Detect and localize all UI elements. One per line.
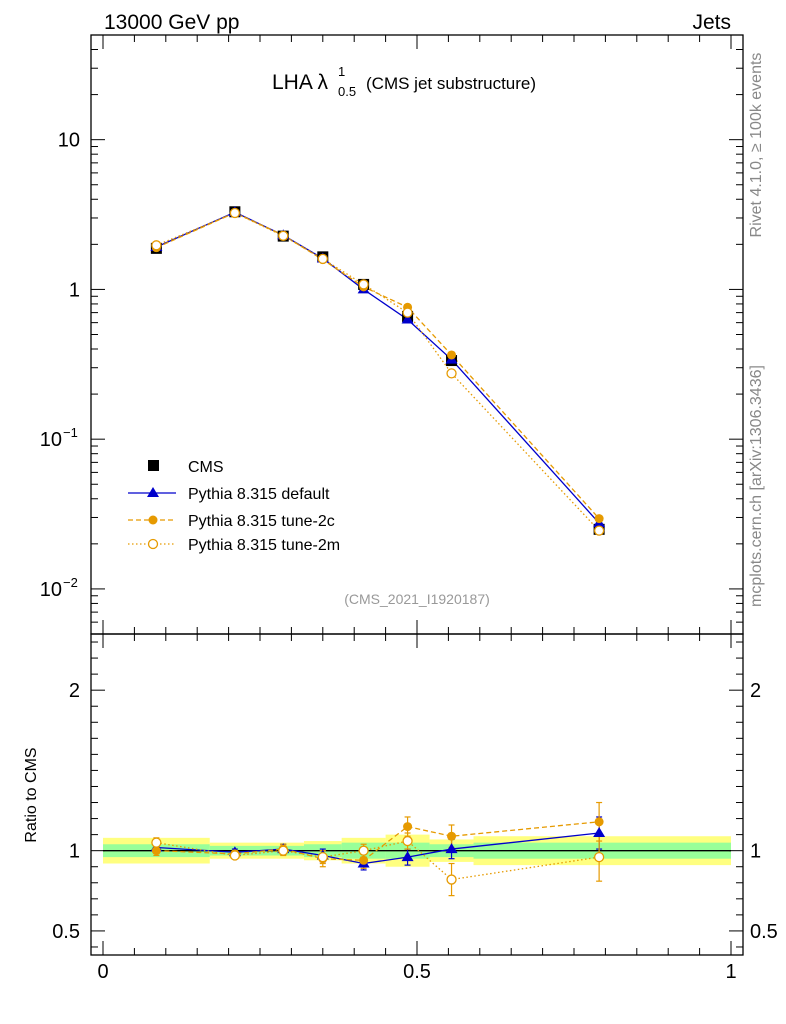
ratio-point-tune2m [593,851,605,863]
main-point-tune2m [151,240,162,251]
ratio-point-tune2m [446,874,457,885]
legend-marker-default [147,487,159,497]
header-process: 13000 GeV pp [104,11,239,34]
main-point-tune2m [229,207,241,219]
ratio-point-tune2c [359,855,369,865]
main-ytick-label-exp: −2 [63,575,78,590]
ratio-point-tune2c [594,817,604,827]
legend-label-tune2c: Pythia 8.315 tune-2c [188,513,335,530]
main-point-default [401,313,414,324]
ratio-point-default [445,843,458,854]
main-title: LHA λ 1 0.5 (CMS jet substructure) [272,64,536,99]
ratio-point-tune2m [317,851,328,863]
main-ytick-label: 10 [40,579,62,601]
ratio-point-tune2c [403,822,413,832]
main-point-tune2c [447,350,457,360]
legend-marker-cms [148,460,159,471]
ratio-ytick-label-right: 2 [750,680,761,702]
main-point-tune2m [446,368,457,379]
legend-entry-tune2c: Pythia 8.315 tune-2c [128,513,335,530]
ratio-frame [90,633,744,956]
main-point-tune2m [593,525,605,536]
ratio-point-tune2m [278,845,289,856]
ratio-point-tune2m [402,835,413,847]
legend: CMS Pythia 8.315 default Pythia 8.315 tu… [128,459,340,554]
ratio-point-default [401,851,414,862]
main-point-tune2m [317,253,328,265]
xtick-label: 0.5 [403,961,431,983]
main-ytick-label: 10 [58,130,80,152]
main-point-tune2m [278,230,289,241]
main-ytick-label-exp: −1 [63,425,78,440]
ratio-ylabel: Ratio to CMS [23,747,40,842]
main-ytick-label: 1 [69,279,80,301]
ratio-point-tune2c [151,846,161,856]
ratio-point-tune2m [229,850,241,861]
main-line-default [156,211,600,524]
ratio-ytick-label-right: 1 [750,841,761,863]
rivet-version: Rivet 4.1.0, ≥ 100k events [748,53,765,238]
legend-entry-cms: CMS [148,459,224,476]
mcplots-url: mcplots.cern.ch [arXiv:1306.3436] [748,365,765,607]
ratio-point-default [593,827,606,838]
main-point-tune2m [402,307,413,318]
ratio-ytick-label-right: 0.5 [750,921,778,943]
title-sub: 0.5 [338,84,356,99]
ratio-ytick-label-left: 2 [69,680,80,702]
legend-marker-tune2c [148,515,158,525]
legend-entry-default: Pythia 8.315 default [128,486,330,503]
ratio-point-tune2m [151,837,162,848]
header-category: Jets [692,11,731,34]
main-line-tune2c [156,212,600,520]
ratio-ytick-label-left: 1 [69,841,80,863]
ratio-line-tune2c [156,821,600,861]
legend-entry-tune2m: Pythia 8.315 tune-2m [128,537,340,554]
title-sup: 1 [338,64,345,79]
xtick-label: 0 [97,961,108,983]
ratio-ytick-label-left: 0.5 [52,921,80,943]
ratio-point-tune2m [358,845,369,856]
analysis-id: (CMS_2021_I1920187) [344,591,490,607]
main-point-tune2m [358,279,369,290]
title-main: LHA λ [272,71,329,94]
ratio-line-tune2m [156,840,600,881]
legend-label-default: Pythia 8.315 default [188,486,330,503]
main-ytick-label: 10 [40,429,62,451]
title-note: (CMS jet substructure) [366,74,536,93]
ratio-plot: 0 0.5 1 2 2 1 1 0.5 0.5 [52,633,778,983]
main-line-tune2m [156,212,600,532]
legend-marker-tune2m [147,538,159,550]
legend-label-cms: CMS [188,459,224,476]
xtick-label: 1 [725,961,736,983]
main-point-tune2c [594,514,604,524]
ratio-point-tune2c [447,831,457,841]
legend-label-tune2m: Pythia 8.315 tune-2m [188,537,340,554]
